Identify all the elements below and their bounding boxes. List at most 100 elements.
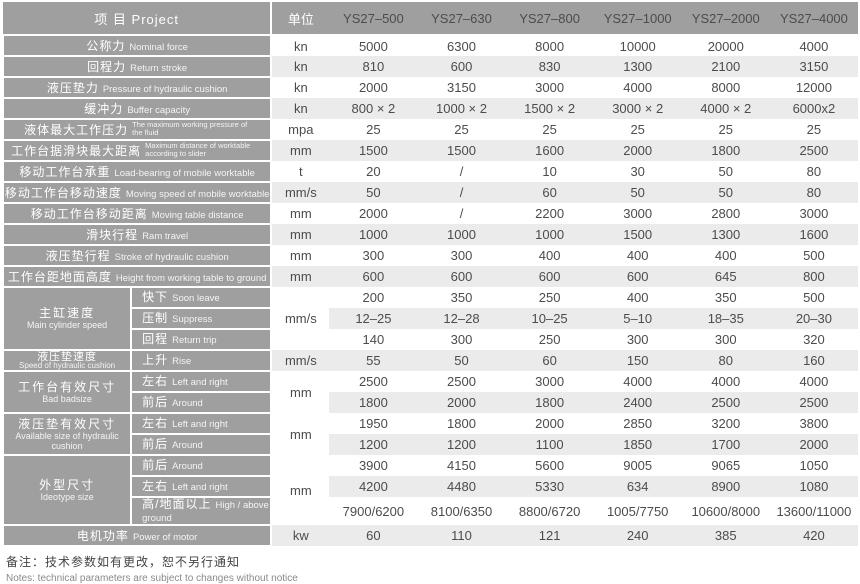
unit-cell: mm xyxy=(271,455,330,525)
unit-cell: mm xyxy=(271,224,330,245)
spec-table: 项 目 Project 单位 YS27–500 YS27–630 YS27–80… xyxy=(1,2,858,547)
group-label-en: Ideotype size xyxy=(40,491,94,502)
model-column-header: YS27–500 xyxy=(329,2,418,36)
model-column-header: YS27–630 xyxy=(417,2,506,36)
value-cell: 8800/6720 xyxy=(505,497,594,525)
value-cell: 55 xyxy=(329,350,418,371)
unit-cell: mm xyxy=(271,371,330,413)
row-label-zh: 移动工作台承重 xyxy=(19,164,111,179)
value-cell: 2400 xyxy=(593,392,682,413)
value-cell: 400 xyxy=(593,245,682,266)
value-cell: 1000 × 2 xyxy=(417,98,506,119)
value-cell: 50 xyxy=(681,161,770,182)
value-cell: 2000 xyxy=(417,392,506,413)
row-label-zh: 工作台距地面高度 xyxy=(7,269,112,284)
value-cell: 2500 xyxy=(329,371,418,392)
value-cell: 50 xyxy=(593,182,682,203)
sub-label-en: Left and right xyxy=(172,419,228,430)
value-cell: 600 xyxy=(329,266,418,287)
unit-cell: mpa xyxy=(271,119,330,140)
value-cell: 300 xyxy=(681,329,770,350)
value-cell: 250 xyxy=(505,329,594,350)
value-cell: 3150 xyxy=(417,77,506,98)
unit-cell: mm/s xyxy=(271,350,330,371)
row-label-zh: 公称力 xyxy=(86,38,126,53)
table-row: 移动工作台承重 Load-bearing of mobile worktable … xyxy=(1,160,858,183)
value-cell: 320 xyxy=(769,329,858,350)
value-cell: 1950 xyxy=(329,413,418,434)
sub-label-en: Soon leave xyxy=(172,293,220,304)
value-cell: 420 xyxy=(769,525,858,546)
value-cell: 4000 xyxy=(769,35,858,56)
value-cell: 50 xyxy=(417,350,506,371)
row-label: 工作台距地面高度 Height from working table to gro… xyxy=(1,265,273,288)
group-label-en: Speed of hydraulic cushion xyxy=(19,360,116,370)
unit-cell: mm xyxy=(271,245,330,266)
value-cell: 80 xyxy=(769,182,858,203)
value-cell: 3000 xyxy=(505,77,594,98)
value-cell: 4000 xyxy=(769,371,858,392)
value-cell: 300 xyxy=(417,329,506,350)
unit-cell: kn xyxy=(271,35,330,56)
group-label-zh: 液压垫有效尺寸 xyxy=(18,416,117,431)
value-cell: 2500 xyxy=(681,392,770,413)
sub-label-zh: 前后 xyxy=(142,437,169,451)
sub-label: 压制 Suppress xyxy=(130,307,273,330)
value-cell: 150 xyxy=(593,350,682,371)
value-cell: 3800 xyxy=(769,413,858,434)
value-cell: 2100 xyxy=(681,56,770,77)
value-cell: 60 xyxy=(329,525,418,546)
value-cell: 10000 xyxy=(593,35,682,56)
sub-label: 高/地面以上 High / above ground xyxy=(130,496,273,526)
value-cell: 25 xyxy=(593,119,682,140)
value-cell: 10–25 xyxy=(505,308,594,329)
value-cell: 400 xyxy=(593,287,682,308)
sub-label-en: Left and right xyxy=(172,377,228,388)
unit-cell: mm/s xyxy=(271,287,330,350)
group-label-cushion-size: 液压垫有效尺寸 Available size of hydraulic cush… xyxy=(1,412,133,456)
value-cell: 12–25 xyxy=(329,308,418,329)
value-cell: 800 × 2 xyxy=(329,98,418,119)
value-cell: 600 xyxy=(417,56,506,77)
sub-label: 前后 Around xyxy=(130,454,273,477)
value-cell: 110 xyxy=(417,525,506,546)
sub-label: 快下 Soon leave xyxy=(130,286,273,309)
row-label: 移动工作台移动距离 Moving table distance xyxy=(1,202,273,225)
value-cell: 4000 × 2 xyxy=(681,98,770,119)
row-label: 液体最大工作压力 The maximum working pressure of … xyxy=(1,118,273,141)
model-column-header: YS27–4000 xyxy=(769,2,858,36)
group-label-zh: 外型尺寸 xyxy=(39,477,96,492)
value-cell: 4000 xyxy=(593,371,682,392)
value-cell: 3150 xyxy=(769,56,858,77)
row-label-en: Load-bearing of mobile worktable xyxy=(114,167,255,179)
table-row: 工作台有效尺寸 Bad badsize 左右 Left and right mm … xyxy=(1,370,858,414)
table-row: 工作台据滑块最大距离 Maximum distance of worktable … xyxy=(1,139,858,162)
value-cell: 50 xyxy=(329,182,418,203)
value-cell: 4000 xyxy=(593,77,682,98)
sub-label-zh: 左右 xyxy=(142,416,169,430)
sub-label: 前后 Around xyxy=(130,433,273,456)
header-row: 项 目 Project 单位 YS27–500 YS27–630 YS27–80… xyxy=(3,2,858,36)
row-label-en: Buffer capacity xyxy=(127,104,190,116)
value-cell: 4200 xyxy=(329,476,418,497)
value-cell: 1500 × 2 xyxy=(505,98,594,119)
model-column-header: YS27–800 xyxy=(505,2,594,36)
table-row: 左右 Left and right 4200 4480 5330 634 8900 1080 xyxy=(3,475,858,498)
value-cell: 1000 xyxy=(505,224,594,245)
value-cell: 500 xyxy=(769,287,858,308)
table-row: 高/地面以上 High / above ground 7900/6200 8100/… xyxy=(3,496,858,526)
value-cell: 600 xyxy=(593,266,682,287)
group-label-en: Available size of hydraulic cushion xyxy=(15,430,119,451)
sub-label: 前后 Around xyxy=(130,391,273,414)
sub-label-zh: 高/地面以上 xyxy=(142,497,212,511)
group-label-zh: 工作台有效尺寸 xyxy=(18,379,117,394)
unit-cell: t xyxy=(271,161,330,182)
value-cell: 5000 xyxy=(329,35,418,56)
sub-label-zh: 回程 xyxy=(142,332,169,346)
value-cell: 2000 xyxy=(329,77,418,98)
sub-label-zh: 前后 xyxy=(142,458,169,472)
table-row: 滑块行程 Ram travel mm 1000 1000 1000 1500 1300 16… xyxy=(1,223,858,246)
row-label: 工作台据滑块最大距离 Maximum distance of worktable … xyxy=(1,139,273,162)
unit-column-header: 单位 xyxy=(271,2,330,36)
value-cell: / xyxy=(417,203,506,224)
